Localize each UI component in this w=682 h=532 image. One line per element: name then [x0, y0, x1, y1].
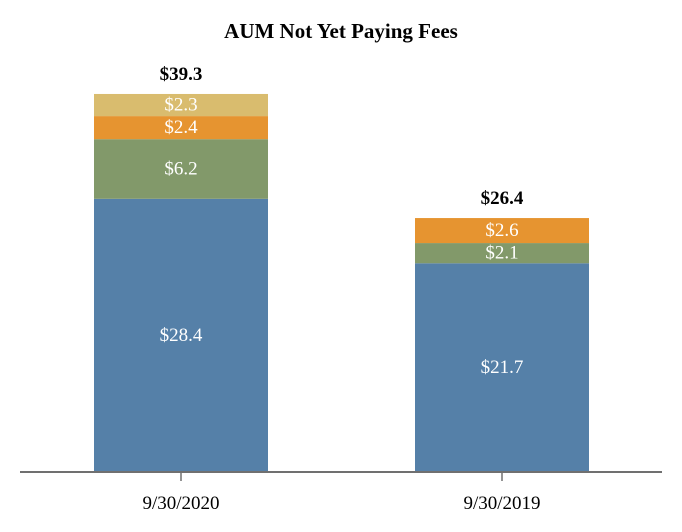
bars-layer: $28.4 $6.2 $2.4$2.3 $39.3 $21.7 $2.1$2.6 $26.4: [94, 64, 589, 473]
segment-value-label: $28.4: [160, 325, 203, 346]
bar-total-label: $39.3: [160, 64, 203, 85]
segment-value-label: $21.7: [481, 357, 524, 378]
segment-value-label: $2.6: [485, 220, 518, 241]
bar-segment: [94, 139, 268, 199]
segment-value-label: $2.1: [485, 243, 518, 264]
bar-total-label: $26.4: [481, 188, 524, 209]
bar-segment: [415, 243, 589, 264]
x-axis-ticks: 9/30/2020 9/30/2019: [142, 472, 541, 514]
bar-segment: [94, 198, 268, 473]
bar-segment: [415, 263, 589, 472]
chart-title: AUM Not Yet Paying Fees: [224, 19, 458, 43]
bar-segment: [415, 218, 589, 244]
x-tick-label: 9/30/2019: [463, 493, 540, 514]
x-tick-label: 9/30/2020: [142, 493, 219, 514]
segment-value-label: $2.4: [164, 117, 198, 138]
bar-segment: [94, 116, 268, 140]
bar-segment: [94, 93, 268, 117]
segment-value-label: $2.3: [164, 95, 197, 116]
segment-value-label: $6.2: [164, 159, 197, 180]
